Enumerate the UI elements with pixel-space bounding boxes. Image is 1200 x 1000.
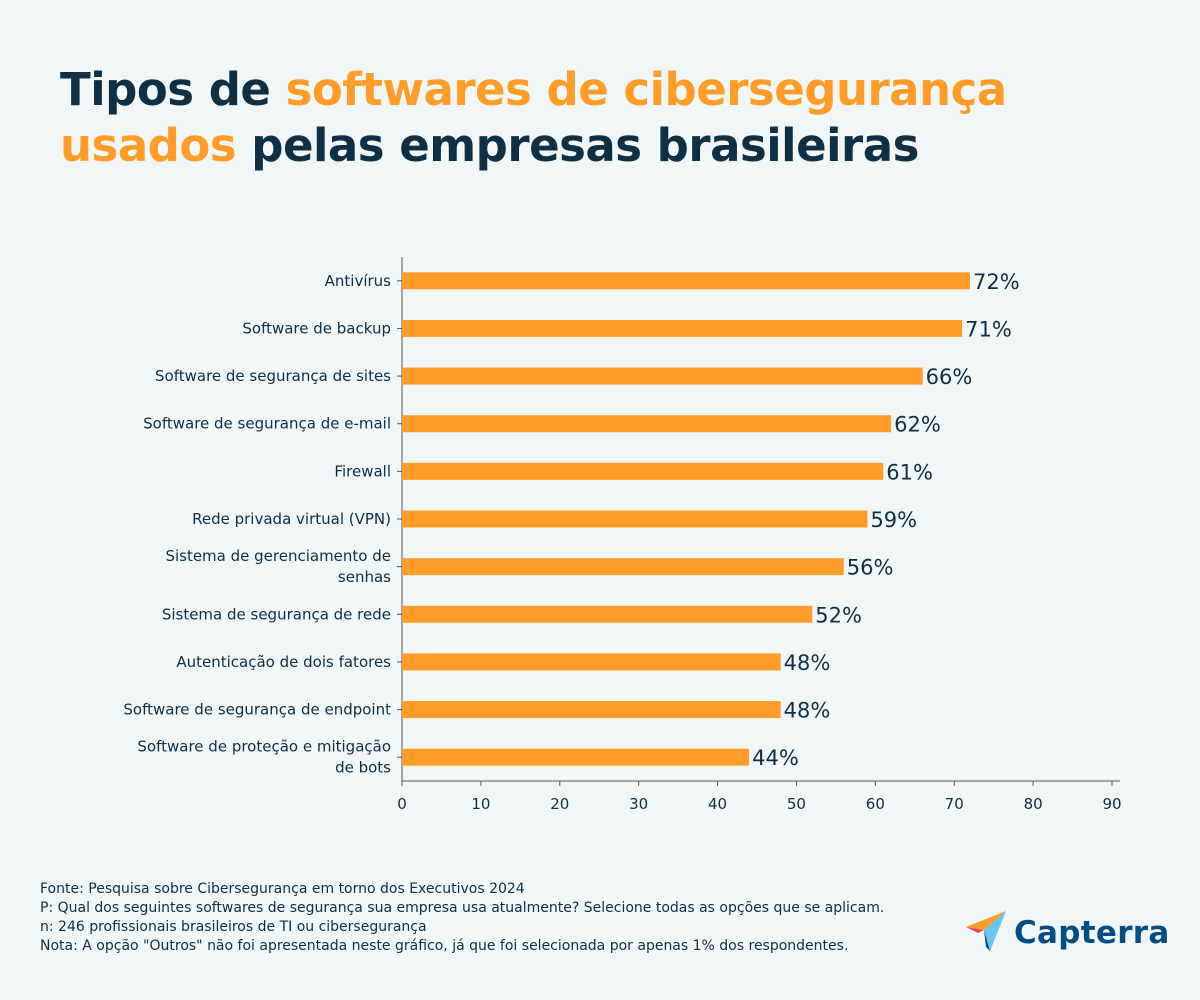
value-label-9: 48% xyxy=(784,651,831,675)
value-label-6: 59% xyxy=(870,508,917,532)
bar-11 xyxy=(402,748,750,766)
x-tick-label-70: 70 xyxy=(945,795,964,813)
bar-1 xyxy=(402,272,970,290)
bar-7 xyxy=(402,558,844,576)
bar-3 xyxy=(402,367,923,385)
value-label-4: 62% xyxy=(894,413,941,437)
x-tick-label-30: 30 xyxy=(629,795,648,813)
category-label-5: Firewall xyxy=(334,462,391,480)
x-tick-label-0: 0 xyxy=(397,795,407,813)
category-label-10: Software de segurança de endpoint xyxy=(123,701,391,719)
x-tick-label-50: 50 xyxy=(787,795,806,813)
value-label-5: 61% xyxy=(886,460,933,484)
category-label-4: Software de segurança de e-mail xyxy=(143,415,391,433)
category-label-6: Rede privada virtual (VPN) xyxy=(192,510,391,528)
value-label-10: 48% xyxy=(784,699,831,723)
bar-10 xyxy=(402,701,781,719)
bar-9 xyxy=(402,653,781,671)
capterra-arrow-icon xyxy=(966,911,1008,955)
title-part-1: Tipos de xyxy=(60,63,286,116)
footer-notes: Fonte: Pesquisa sobre Cibersegurança em … xyxy=(40,880,900,956)
bar-8 xyxy=(402,605,813,623)
title-part-2-highlight: softwares de cibersegurança usados xyxy=(60,63,1007,172)
value-label-3: 66% xyxy=(926,365,973,389)
value-label-11: 44% xyxy=(752,746,799,770)
footer-sample: n: 246 profissionais brasileiros de TI o… xyxy=(40,919,427,935)
capterra-logo: Capterra xyxy=(966,910,1170,956)
bar-chart: Antivírus 72% Software de backup 71% Softwar… xyxy=(123,257,1122,813)
value-label-8: 52% xyxy=(815,603,862,627)
title-part-3: pelas empresas brasileiras xyxy=(236,119,919,172)
category-label-1: Antivírus xyxy=(325,272,392,290)
footer-note: Nota: A opção "Outros" não foi apresenta… xyxy=(40,938,849,954)
bar-2 xyxy=(402,319,963,337)
capterra-logo-text: Capterra xyxy=(1014,915,1170,951)
category-label-9: Autenticação de dois fatores xyxy=(176,653,391,671)
value-label-2: 71% xyxy=(965,317,1012,341)
category-label-2: Software de backup xyxy=(242,319,391,337)
x-tick-label-60: 60 xyxy=(866,795,885,813)
x-tick-label-20: 20 xyxy=(550,795,569,813)
bar-6 xyxy=(402,510,868,528)
value-label-1: 72% xyxy=(973,270,1020,294)
footer-question: P: Qual dos seguintes softwares de segur… xyxy=(40,900,885,916)
category-label-8: Sistema de segurança de rede xyxy=(162,605,391,623)
category-label-11: Software de proteção e mitigação de bots xyxy=(137,738,391,777)
value-label-7: 56% xyxy=(847,556,894,580)
x-tick-label-40: 40 xyxy=(708,795,727,813)
category-label-3: Software de segurança de sites xyxy=(155,367,391,385)
x-tick-label-90: 90 xyxy=(1102,795,1121,813)
footer-source: Fonte: Pesquisa sobre Cibersegurança em … xyxy=(40,881,525,897)
bar-4 xyxy=(402,415,892,433)
chart-title: Tipos de softwares de cibersegurança usa… xyxy=(60,62,1140,174)
x-tick-label-80: 80 xyxy=(1024,795,1043,813)
bar-5 xyxy=(402,462,884,480)
x-tick-label-10: 10 xyxy=(471,795,490,813)
category-label-7: Sistema de gerenciamento de senhas xyxy=(165,547,391,586)
